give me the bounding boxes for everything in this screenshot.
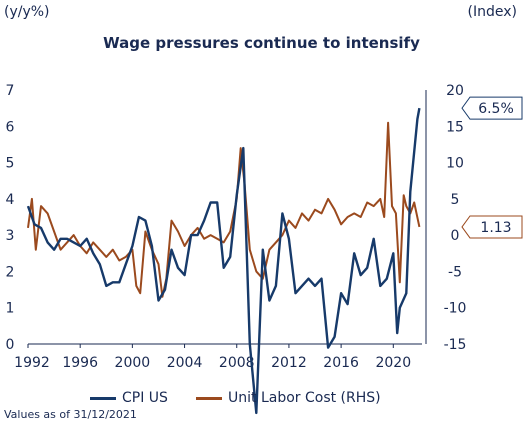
right-tick-label: 20 (446, 83, 464, 99)
left-axis: 0 1 2 3 4 5 6 7 (6, 83, 15, 353)
legend-item-ulc: Unit Labor Cost (RHS) (196, 390, 381, 406)
ulc-callout-value: 1.13 (480, 220, 511, 236)
left-tick-label: 3 (6, 228, 15, 244)
right-tick-label: 5 (451, 192, 460, 208)
right-axis: -15 -10 -5 0 5 10 15 20 (425, 83, 467, 353)
footnote: Values as of 31/12/2021 (4, 408, 137, 421)
right-tick-label: 0 (451, 228, 460, 244)
left-tick-label: 2 (6, 264, 15, 280)
series-lines (26, 107, 421, 415)
x-axis: 1992 1996 2000 2004 2008 2012 2016 2020 (14, 343, 422, 371)
x-tick-label: 2008 (219, 355, 255, 371)
chart-title: Wage pressures continue to intensify (103, 34, 420, 52)
cpi-callout-box (461, 96, 523, 120)
legend-swatch-cpi (90, 396, 116, 400)
ulc-callout-box (461, 215, 523, 239)
right-tick-label: -10 (444, 301, 467, 317)
x-tick-label: 2004 (167, 355, 203, 371)
right-tick-label: 15 (446, 119, 464, 135)
legend-item-cpi: CPI US (90, 390, 168, 406)
cpi-line (26, 107, 421, 415)
x-tick-label: 2000 (115, 355, 151, 371)
left-tick-label: 0 (6, 337, 15, 353)
right-tick-label: -5 (448, 264, 462, 280)
left-tick-label: 7 (6, 83, 15, 99)
legend-label-cpi: CPI US (122, 390, 168, 406)
legend-label-ulc: Unit Labor Cost (RHS) (228, 390, 381, 406)
legend-swatch-ulc (196, 396, 222, 400)
right-tick-label: -15 (444, 337, 467, 353)
left-axis-unit: (y/y%) (4, 4, 50, 20)
right-tick-label: 10 (446, 156, 464, 172)
x-tick-label: 2020 (375, 355, 411, 371)
right-axis-unit: (Index) (467, 4, 517, 20)
x-tick-label: 2016 (323, 355, 359, 371)
left-tick-label: 1 (6, 301, 15, 317)
end-value-callouts: 6.5% 1.13 (461, 96, 523, 239)
x-tick-label: 1992 (14, 355, 50, 371)
cpi-callout-value: 6.5% (478, 101, 514, 117)
left-tick-label: 6 (6, 119, 15, 135)
left-tick-label: 4 (6, 192, 15, 208)
x-tick-label: 2012 (271, 355, 307, 371)
x-tick-label: 1996 (62, 355, 98, 371)
ulc-line (27, 121, 421, 298)
left-tick-label: 5 (6, 156, 15, 172)
